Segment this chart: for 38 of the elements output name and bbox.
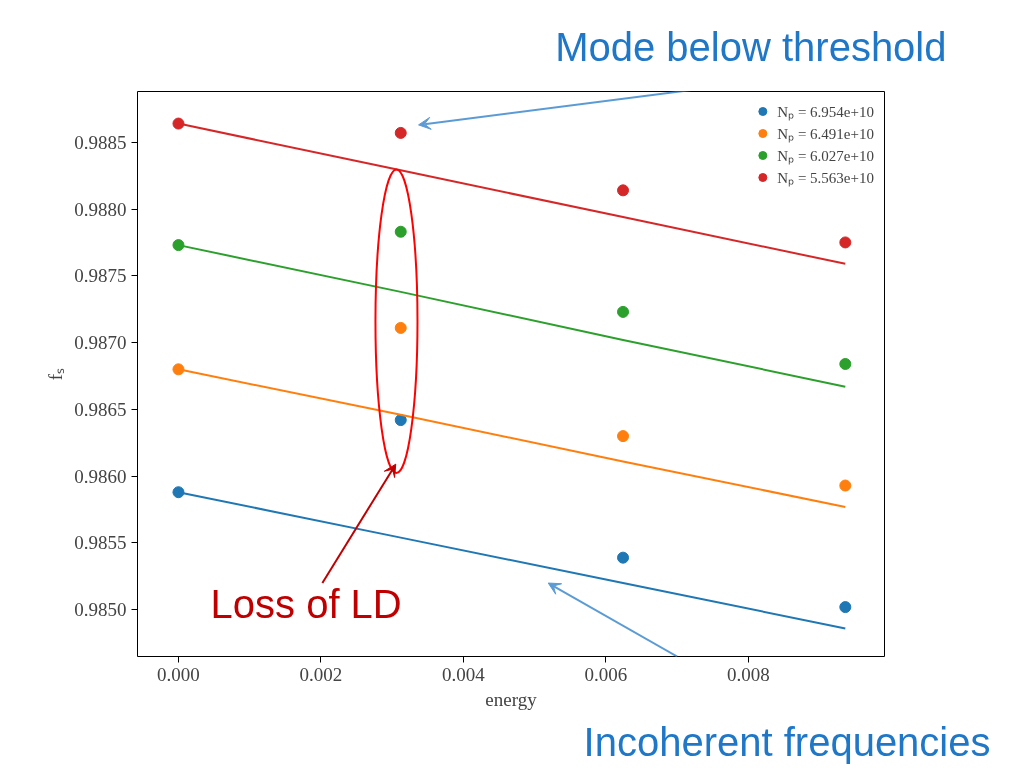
text: Incoherent frequencies: [583, 719, 991, 764]
legend-label: Nₚ = 6.491e+10: [777, 125, 874, 143]
point: [394, 414, 407, 427]
x-tick-label: 0.002: [299, 663, 343, 685]
y-axis-title: fₛ: [45, 367, 67, 381]
point: [617, 551, 630, 564]
x-axis-title: energy: [485, 688, 538, 710]
point: [839, 357, 852, 370]
point: [839, 236, 852, 249]
point: [839, 601, 852, 614]
point: [839, 479, 852, 492]
legend-label: Nₚ = 6.954e+10: [777, 103, 874, 121]
legend-label: Nₚ = 6.027e+10: [777, 147, 874, 165]
y-tick-label: 0.9880: [74, 198, 127, 220]
point: [172, 117, 185, 130]
point: [172, 239, 185, 252]
point: [172, 363, 185, 376]
y-tick-label: 0.9885: [74, 131, 127, 153]
y-tick-label: 0.9850: [74, 599, 127, 621]
x-tick-label: 0.008: [727, 663, 770, 685]
point: [394, 321, 407, 334]
annotation: Loss of LD: [210, 582, 402, 627]
y-tick-label: 0.9870: [74, 332, 127, 354]
y-tick-label: 0.9865: [74, 398, 127, 420]
y-tick-label: 0.9860: [74, 465, 127, 487]
y-tick-label: 0.9875: [74, 265, 127, 287]
point: [394, 225, 407, 238]
point: [172, 486, 185, 499]
point: [617, 430, 630, 443]
point: [394, 126, 407, 139]
text: Mode below threshold: [555, 25, 947, 69]
point: [617, 184, 630, 197]
point: [617, 305, 630, 318]
x-tick-label: 0.006: [584, 663, 628, 685]
y-tick-label: 0.9855: [74, 532, 127, 554]
x-tick-label: 0.000: [157, 663, 200, 685]
legend-label: Nₚ = 5.563e+10: [777, 169, 874, 187]
x-tick-label: 0.004: [442, 663, 486, 685]
